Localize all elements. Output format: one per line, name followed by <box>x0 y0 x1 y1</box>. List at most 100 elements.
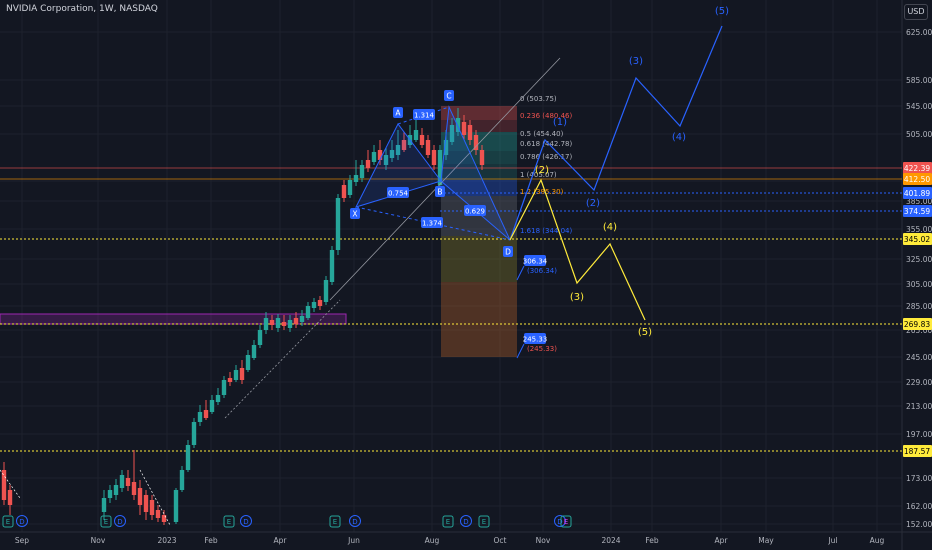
trend-line <box>139 469 171 526</box>
fib-zone <box>441 236 517 282</box>
fib-zone <box>441 106 517 120</box>
candle <box>275 314 281 332</box>
price-tag <box>903 187 932 199</box>
candle <box>221 376 227 398</box>
target-badge <box>524 255 546 266</box>
price-tag-label: 401.89 <box>904 189 930 198</box>
x-tick-label: Nov <box>91 536 106 545</box>
wave-yellow-label: (4) <box>603 222 617 233</box>
target-label: 306.34 <box>523 258 548 266</box>
currency-button[interactable]: USD <box>904 4 928 20</box>
candle <box>1 462 7 505</box>
candle <box>299 310 305 326</box>
candle <box>269 315 275 330</box>
pattern-point-badge <box>435 186 445 197</box>
y-tick-label: 355.00 <box>906 225 932 234</box>
candle <box>311 298 317 312</box>
pattern-point-label: C <box>446 92 451 101</box>
trend-line <box>224 299 341 419</box>
candle <box>203 400 209 420</box>
y-tick-label: 625.00 <box>906 28 932 37</box>
pattern-point-badge <box>503 246 513 257</box>
candle <box>341 180 347 202</box>
candle <box>425 135 431 158</box>
x-tick-label: Apr <box>274 536 288 545</box>
x-tick-label: May <box>758 536 774 545</box>
candle <box>431 145 437 170</box>
fib-zone <box>441 142 517 151</box>
y-tick-label: 545.00 <box>906 102 932 111</box>
price-tag <box>903 318 932 330</box>
x-tick-label: Sep <box>15 536 29 545</box>
fib-level-label: 0.5 (454.40) <box>520 130 564 138</box>
fib-level-label: 1 (405.07) <box>520 171 557 179</box>
y-tick-label: 245.00 <box>906 353 932 362</box>
candle <box>461 115 467 140</box>
earnings-label: E <box>446 518 450 526</box>
candle <box>281 315 287 330</box>
candle <box>395 130 401 160</box>
dividend-icon <box>460 515 472 527</box>
fib-level-label: 0.236 (480.46) <box>520 112 572 120</box>
dividend-label: D <box>557 518 562 526</box>
price-tag <box>903 233 932 245</box>
price-tag <box>903 445 932 457</box>
ratio-badge <box>413 109 435 120</box>
candle <box>287 315 293 332</box>
wave-blue-label: (5) <box>715 6 729 17</box>
candle <box>317 296 323 310</box>
dividend-label: D <box>243 518 248 526</box>
dividend-icon <box>16 515 28 527</box>
candle <box>401 132 407 152</box>
candle <box>449 118 455 145</box>
candle <box>161 510 167 525</box>
pattern-point-label: X <box>352 210 357 219</box>
earnings-label: E <box>104 518 108 526</box>
earnings-label: E <box>6 518 10 526</box>
earnings-icon <box>2 515 14 528</box>
dividend-icon <box>240 515 252 527</box>
candle <box>7 485 13 515</box>
candle <box>251 340 257 360</box>
fib-zone <box>441 151 517 164</box>
dividend-icon <box>554 515 566 527</box>
candle <box>323 276 329 305</box>
ratio-badge <box>464 205 486 216</box>
x-tick-label: Nov <box>536 536 551 545</box>
wave-yellow-label: (5) <box>638 327 652 338</box>
dividend-label: D <box>19 518 24 526</box>
fib-level-label: 1.2 (385.30) <box>520 188 564 196</box>
pattern-point-label: A <box>395 109 401 118</box>
target-badge <box>524 333 546 344</box>
candle <box>185 440 191 472</box>
y-tick-label: 162.00 <box>906 502 932 511</box>
ratio-label: 0.629 <box>465 208 485 216</box>
candle <box>371 145 377 165</box>
price-tag-label: 422.39 <box>904 164 930 173</box>
fib-level-label: 0.786 (426.17) <box>520 153 572 161</box>
y-tick-label: 229.00 <box>906 378 932 387</box>
pattern-point-badge <box>393 107 403 118</box>
candle <box>233 365 239 382</box>
candle <box>197 405 203 426</box>
wave-yellow-label: (3) <box>570 292 584 303</box>
candle <box>131 450 137 500</box>
candle <box>479 145 485 170</box>
earnings-label: E <box>482 518 486 526</box>
y-tick-label: 585.00 <box>906 76 932 85</box>
earnings-icon <box>329 515 341 528</box>
earnings-label: E <box>564 518 568 526</box>
candle <box>359 160 365 182</box>
target-label: 245.33 <box>523 336 548 344</box>
x-tick-label: 2024 <box>601 536 620 545</box>
candle <box>263 312 269 334</box>
candle <box>389 140 395 162</box>
candle <box>467 120 473 145</box>
candle <box>125 470 131 491</box>
pattern-point-label: B <box>437 188 442 197</box>
candle <box>383 148 389 170</box>
candle <box>239 360 245 384</box>
y-tick-label: 197.00 <box>906 430 932 439</box>
earnings-icon <box>478 515 490 528</box>
